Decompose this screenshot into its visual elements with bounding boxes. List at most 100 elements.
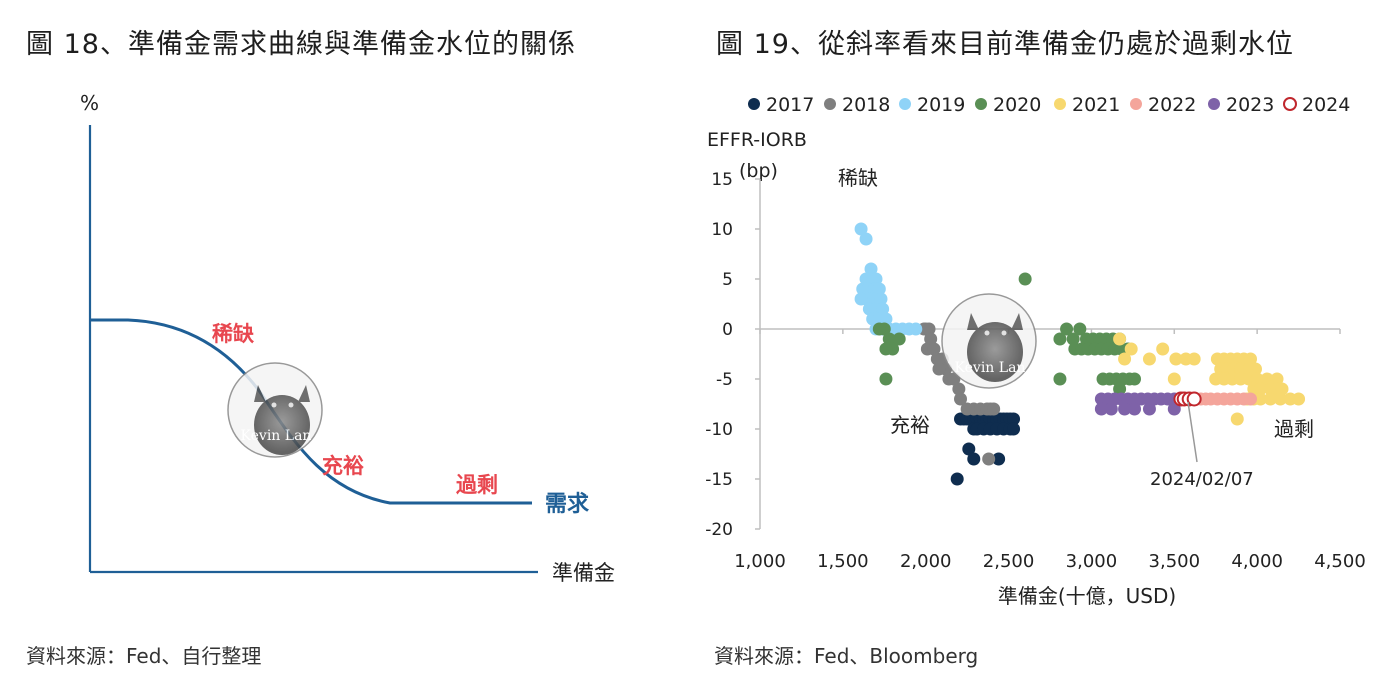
watermark-text: Kevin Lan (241, 428, 312, 444)
data-point-2021 (1263, 382, 1277, 396)
data-point-2017 (990, 422, 1004, 436)
data-point-2018 (987, 402, 1001, 416)
data-point-2023 (1118, 402, 1132, 416)
data-point-2019 (869, 272, 883, 286)
data-point-2022 (1230, 392, 1244, 406)
data-point-2021 (1247, 382, 1261, 396)
data-point-2021 (1237, 352, 1251, 366)
data-point-2020 (1096, 372, 1110, 386)
chart-legend: 2017 2018 2019 2020 2021 2022 2023 2024 (748, 94, 1350, 116)
data-point-2022 (1210, 392, 1224, 406)
data-point-2019 (869, 302, 883, 316)
data-point-2021 (1209, 372, 1223, 386)
data-point-2019 (909, 322, 923, 336)
demand-curve-label: 需求 (545, 492, 589, 517)
data-point-2017 (967, 452, 981, 466)
data-point-2020 (1106, 332, 1120, 346)
x-tick-label: 4,500 (1314, 551, 1366, 572)
data-point-2020 (1066, 332, 1080, 346)
legend-label-2020: 2020 (993, 94, 1041, 116)
data-point-2019 (854, 292, 868, 306)
data-point-2017 (960, 412, 974, 426)
data-point-2018 (952, 382, 966, 396)
data-point-2020 (1086, 332, 1100, 346)
data-point-2021 (1263, 392, 1277, 406)
data-point-2018 (939, 362, 953, 376)
data-point-2020 (1088, 342, 1102, 356)
data-point-2020 (1114, 342, 1128, 356)
data-point-2018 (982, 452, 996, 466)
annotation-scarce: 稀缺 (212, 322, 255, 346)
data-point-2021 (1187, 352, 1201, 366)
data-point-2020 (1123, 372, 1137, 386)
data-point-2019 (859, 232, 873, 246)
data-point-2017 (957, 412, 971, 426)
legend-marker-2021 (1054, 98, 1066, 110)
legend-label-2018: 2018 (842, 94, 890, 116)
data-point-2022 (1189, 392, 1203, 406)
data-point-2023 (1154, 392, 1168, 406)
data-point-2021 (1224, 352, 1238, 366)
data-point-2017 (992, 452, 1006, 466)
data-point-2018 (927, 342, 941, 356)
data-point-2017 (983, 412, 997, 426)
data-point-2021 (1217, 352, 1231, 366)
data-point-2022 (1217, 392, 1231, 406)
data-point-2020 (879, 372, 893, 386)
data-point-2020 (1128, 372, 1142, 386)
data-point-2023 (1167, 392, 1181, 406)
data-point-2020 (1113, 332, 1127, 346)
data-point-2021 (1156, 342, 1170, 356)
data-point-2019 (896, 322, 910, 336)
data-point-2018 (919, 322, 933, 336)
legend-marker-2023 (1208, 98, 1220, 110)
legend-label-2024: 2024 (1302, 94, 1350, 116)
data-point-2017 (1007, 422, 1021, 436)
data-point-2020 (1068, 342, 1082, 356)
data-point-2024 (1186, 391, 1202, 407)
data-point-2023 (1147, 392, 1161, 406)
data-point-2020 (1093, 332, 1107, 346)
reserve-demand-chart: % 需求 準備金 稀缺 充裕 過剩 Kevin Lan (80, 91, 615, 585)
data-point-2017 (970, 422, 984, 436)
data-point-2017 (950, 472, 964, 486)
data-point-2021 (1225, 372, 1239, 386)
data-point-2018 (967, 402, 981, 416)
data-point-2023 (1104, 402, 1118, 416)
data-point-2023 (1108, 392, 1122, 406)
annotation-ample: 充裕 (322, 454, 364, 478)
watermark-text: Kevin Lan (955, 360, 1026, 376)
y-tick-label: -20 (705, 520, 733, 540)
y-tick-label: 10 (711, 220, 733, 240)
data-point-2021 (1113, 332, 1127, 346)
data-point-2021 (1250, 372, 1264, 386)
data-point-2020 (1108, 342, 1122, 356)
data-point-2021 (1169, 352, 1183, 366)
x-tick-label: 4,000 (1231, 551, 1283, 572)
data-point-2019 (869, 292, 883, 306)
data-point-2020 (1109, 372, 1123, 386)
data-point-2020 (1103, 372, 1117, 386)
legend-label-2022: 2022 (1148, 94, 1196, 116)
data-point-2021 (1260, 372, 1274, 386)
date-callout-label: 2024/02/07 (1150, 469, 1254, 490)
data-point-2019 (874, 292, 888, 306)
scatter-points (854, 222, 1306, 486)
data-point-2018 (973, 402, 987, 416)
data-point-2020 (1121, 342, 1135, 356)
y-tick-label: 0 (722, 320, 733, 340)
data-point-2019 (879, 312, 893, 326)
data-point-2022 (1224, 392, 1238, 406)
data-point-2023 (1128, 392, 1142, 406)
right-chart-title: 圖 19、從斜率看來目前準備金仍處於過剩水位 (716, 29, 1294, 60)
data-point-2021 (1142, 352, 1156, 366)
data-point-2021 (1179, 352, 1193, 366)
data-point-2019 (862, 302, 876, 316)
y-axis-title: EFFR-IORB (707, 129, 807, 151)
data-point-2019 (872, 312, 886, 326)
data-point-2021 (1273, 392, 1287, 406)
data-point-2020 (879, 342, 893, 356)
data-point-2021 (1253, 382, 1267, 396)
data-point-2017 (977, 422, 991, 436)
data-point-2020 (1079, 332, 1093, 346)
